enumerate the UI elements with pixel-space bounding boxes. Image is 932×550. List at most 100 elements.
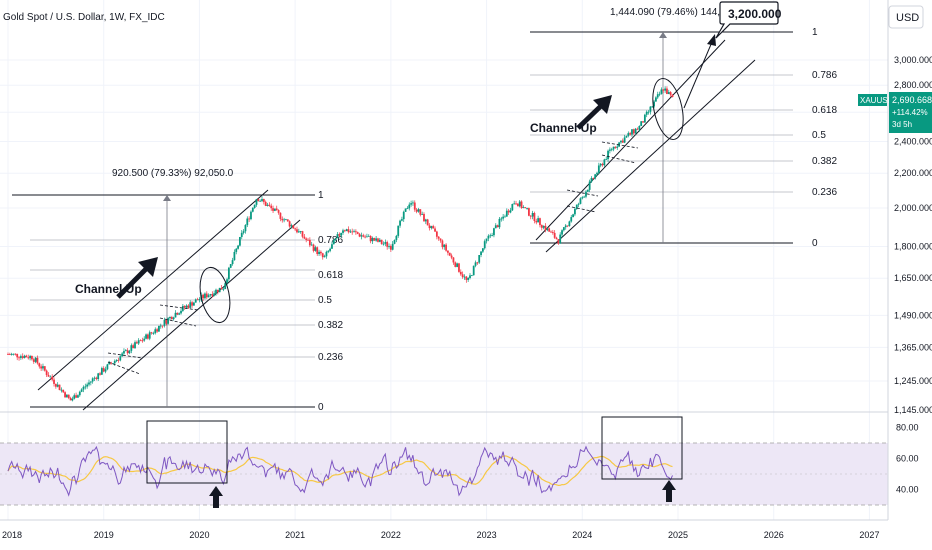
highlight-2020[interactable] (195, 265, 234, 326)
candle-body (588, 181, 591, 190)
candle-body (38, 363, 41, 367)
fib-2024-level-0: 0 (812, 238, 818, 249)
channel-2020[interactable] (37, 189, 301, 411)
candle-body (511, 204, 514, 211)
candle-body (54, 383, 57, 387)
fib-2020[interactable] (12, 194, 315, 408)
candle-body (292, 225, 295, 229)
candle-body (428, 225, 431, 229)
fib-2024-level-1: 1 (812, 27, 818, 38)
candlesticks[interactable] (7, 86, 674, 402)
candle-body (325, 251, 328, 257)
candle-body (579, 198, 582, 204)
candle-body (616, 146, 619, 148)
candle-body (305, 238, 308, 240)
candle-body (279, 212, 282, 219)
candle-body (395, 235, 398, 241)
candle-body (270, 205, 273, 209)
candle-body (561, 230, 563, 235)
candle-body (642, 121, 644, 123)
candle-body (283, 219, 285, 221)
candle-body (491, 235, 493, 236)
candle-body (669, 92, 672, 95)
candle-body (621, 140, 624, 143)
candle-body (445, 244, 447, 251)
candle-body (146, 334, 149, 339)
candle-body (393, 240, 396, 244)
candle-body (505, 210, 508, 217)
candle-body (196, 299, 199, 301)
candle-body (89, 381, 92, 383)
candle-body (268, 204, 271, 206)
candle-body (19, 356, 22, 358)
candle-body (119, 356, 122, 361)
candle-body (139, 340, 142, 342)
candle-body (301, 231, 304, 237)
candle-body (156, 329, 158, 332)
candle-body (378, 239, 381, 242)
candle-body (347, 229, 350, 233)
rsi-box-2020[interactable] (146, 420, 228, 484)
candle-body (412, 202, 414, 204)
candle-body (154, 329, 157, 334)
candle-body (108, 362, 111, 365)
candle-body (342, 230, 344, 233)
candle-body (266, 204, 269, 206)
channel-2024[interactable] (535, 39, 756, 253)
svg-text:USD: USD (896, 12, 919, 24)
candle-body (570, 217, 573, 222)
time-tick-label: 2024 (572, 530, 592, 540)
candle-body (386, 242, 389, 247)
candle-body (45, 370, 48, 375)
price-tick-label: 2,400.000 (894, 136, 932, 146)
price-grid (0, 0, 888, 520)
candle-body (132, 345, 135, 349)
candle-body (461, 274, 464, 278)
candle-body (603, 159, 606, 166)
price-tick-label: 1,145.000 (894, 405, 932, 415)
candle-body (447, 250, 449, 253)
svg-text:Channel Up: Channel Up (75, 282, 142, 296)
fib-2024-level-05: 0.5 (812, 130, 826, 141)
highlight-2024[interactable] (648, 76, 688, 142)
candle-body (18, 357, 20, 359)
candle-body (452, 257, 455, 263)
candle-body (176, 312, 179, 315)
candle-body (643, 114, 646, 123)
currency-button[interactable]: USD (888, 5, 924, 29)
candle-body (566, 225, 569, 227)
candle-body (261, 199, 263, 201)
candle-body (522, 207, 525, 209)
candle-body (480, 251, 482, 256)
candle-body (170, 316, 173, 320)
candle-body (95, 377, 98, 380)
candle-body (483, 241, 486, 249)
candle-body (163, 319, 166, 326)
candle-body (448, 252, 451, 256)
rsi-box-2024[interactable] (601, 416, 683, 480)
candle-body (555, 237, 558, 240)
candle-body (651, 106, 654, 108)
target-callout[interactable]: 3,200.000 (715, 1, 782, 39)
candle-body (364, 236, 366, 238)
candle-body (148, 332, 151, 339)
candle-body (16, 353, 19, 358)
candle-body (66, 394, 68, 398)
fib-2020-level-0618: 0.618 (318, 270, 343, 281)
candle-body (194, 299, 197, 303)
candle-body (583, 196, 586, 198)
candle-body (574, 208, 576, 215)
fib-2024[interactable] (530, 31, 793, 244)
svg-text:3,200.000: 3,200.000 (728, 7, 782, 21)
candle-body (581, 197, 584, 199)
rsi-axis-labels: 80.00 60.00 40.00 (896, 423, 919, 495)
candle-body (655, 97, 657, 102)
candle-body (371, 237, 374, 242)
candle-body (380, 239, 383, 244)
price-tick-label: 1,245.000 (894, 376, 932, 386)
candle-body (205, 293, 208, 298)
candle-body (56, 384, 59, 387)
candle-body (636, 128, 639, 130)
candle-body (397, 225, 400, 236)
